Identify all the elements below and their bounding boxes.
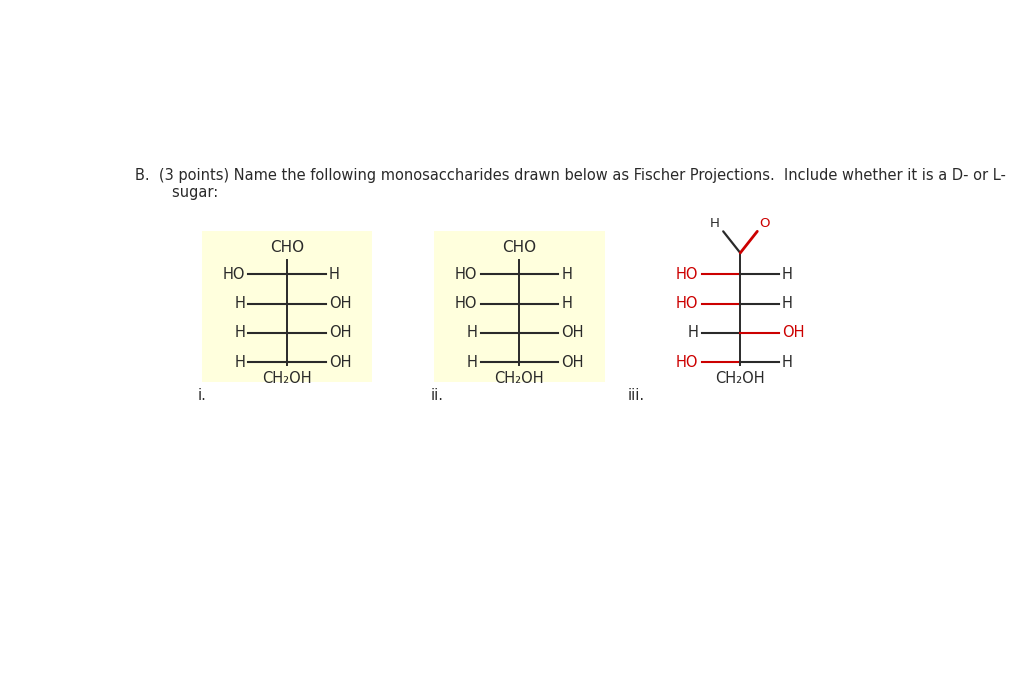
Text: OH: OH [782,326,805,341]
Text: H: H [467,326,477,341]
Text: OH: OH [329,296,351,311]
Text: H: H [711,217,720,229]
Text: OH: OH [561,354,584,370]
Text: H: H [561,296,572,311]
Text: OH: OH [561,326,584,341]
Text: CH₂OH: CH₂OH [262,371,311,386]
Text: sugar:: sugar: [135,185,218,199]
Text: H: H [782,267,793,282]
Text: HO: HO [676,354,698,370]
Text: OH: OH [329,354,351,370]
Text: HO: HO [676,296,698,311]
Text: HO: HO [455,296,477,311]
Text: CH₂OH: CH₂OH [495,371,544,386]
Text: H: H [467,354,477,370]
Text: H: H [234,296,245,311]
Text: ii.: ii. [430,388,443,403]
Text: H: H [561,267,572,282]
Text: B.  (3 points) Name the following monosaccharides drawn below as Fischer Project: B. (3 points) Name the following monosac… [135,168,1006,183]
Text: H: H [234,354,245,370]
Bar [202,231,372,382]
Text: OH: OH [329,326,351,341]
Text: CHO: CHO [269,240,304,255]
Text: H: H [234,326,245,341]
Text: H: H [782,354,793,370]
Text: CHO: CHO [503,240,537,255]
Text: iii.: iii. [628,388,645,403]
Text: CH₂OH: CH₂OH [716,371,765,386]
Text: HO: HO [222,267,245,282]
Text: HO: HO [676,267,698,282]
Text: HO: HO [455,267,477,282]
Text: O: O [760,217,770,229]
Text: i.: i. [198,388,207,403]
Bar [434,231,604,382]
Text: H: H [329,267,340,282]
Text: H: H [782,296,793,311]
Text: H: H [687,326,698,341]
